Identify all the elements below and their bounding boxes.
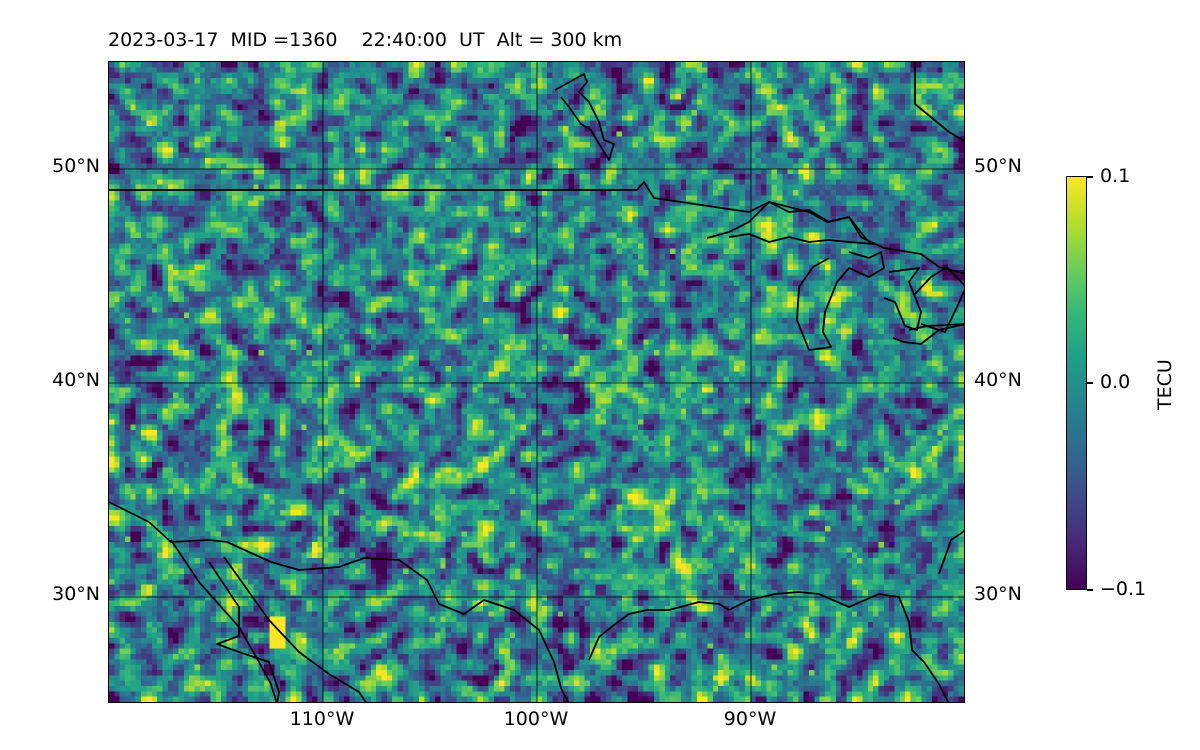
colorbar-mid-label: 0.0 [1100,371,1131,393]
gulf-of-california-east [223,556,367,702]
lat-label-left-40: 40°N [52,369,100,391]
us-canada-border [109,181,964,275]
mexico-border [109,501,570,702]
map-title: 2023-03-17 MID =1360 22:40:00 UT Alt = 3… [108,29,623,51]
colorbar-tick-top [1087,176,1093,178]
lon-label-110w: 110°W [289,708,355,730]
gulf-coast [588,591,950,702]
lake-huron [883,267,922,331]
lat-label-right-40: 40°N [974,369,1022,391]
graticule [109,62,964,702]
lon-label-100w: 100°W [503,708,569,730]
colorbar-max-label: 0.1 [1100,165,1131,187]
tec-map [108,61,965,703]
colorbar-tick-mid [1087,382,1093,384]
lower-michigan [914,266,964,333]
colorbar-title: TECU [1154,359,1176,410]
hudson-bay-coast [914,62,964,142]
lake-superior [706,201,875,245]
coastlines [109,62,964,702]
lat-label-right-50: 50°N [974,155,1022,177]
lake-michigan [796,251,885,351]
lat-label-left-50: 50°N [52,155,100,177]
map-overlay [109,62,964,702]
lat-label-right-30: 30°N [974,583,1022,605]
colorbar [1066,176,1087,590]
florida-coast [938,530,964,575]
lat-label-left-30: 30°N [52,583,100,605]
lon-label-90w: 90°W [723,708,777,730]
colorbar-min-label: −0.1 [1100,578,1147,600]
colorbar-tick-bottom [1087,589,1093,591]
baja-california [170,539,278,702]
lake-winnipeg [554,73,615,161]
gulf-of-california-west [208,561,280,702]
